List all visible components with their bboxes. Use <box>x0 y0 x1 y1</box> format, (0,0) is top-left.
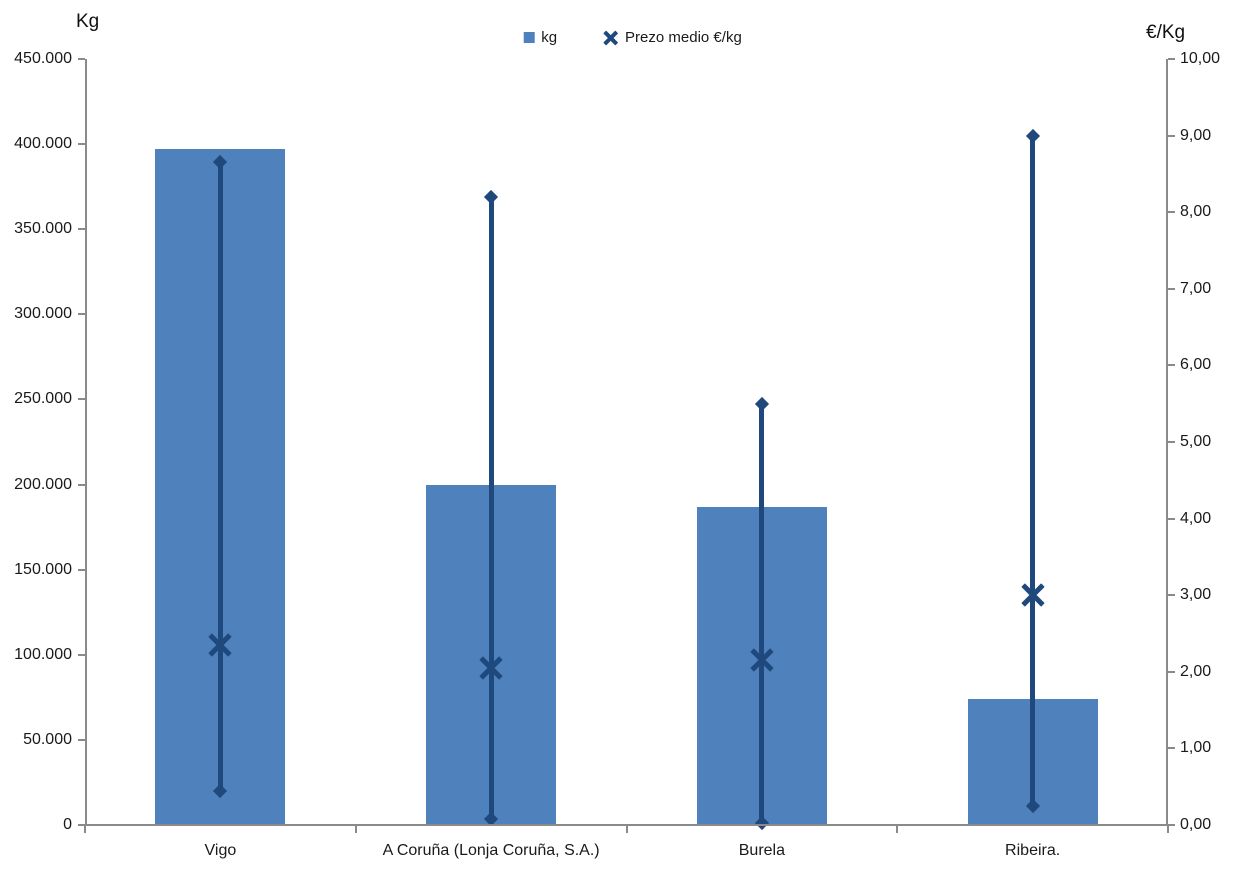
y-tick-label-left: 200.000 <box>14 475 72 493</box>
plot-area: 450.000 400.000 350.000 300.000 250.000 200.0… <box>14 50 1220 859</box>
y-tick-label-left: 300.000 <box>14 305 72 323</box>
x-category-label: A Coruña (Lonja Coruña, S.A.) <box>382 842 600 859</box>
y-tick-mark-right <box>1168 364 1175 367</box>
y-tick-label-left: 250.000 <box>14 390 72 408</box>
price-max-diamond <box>754 396 769 411</box>
price-max-diamond <box>484 189 499 204</box>
x-category-label: Vigo <box>204 842 237 859</box>
chart-legend: kg Prezo medio €/kg <box>523 29 742 46</box>
y-tick-mark-left <box>78 824 85 826</box>
y-tick-label-right: 4,00 <box>1180 509 1212 527</box>
y-tick-mark-right <box>1168 670 1175 673</box>
price-avg-x-marker <box>1020 583 1045 607</box>
y-tick-mark-right <box>1168 287 1175 290</box>
bar-swatch-icon <box>523 32 535 43</box>
y-tick-mark-right <box>1168 58 1175 60</box>
x-tick-mark <box>625 826 628 833</box>
price-range-line <box>217 162 223 791</box>
x-tick-mark <box>896 826 899 833</box>
y-tick-mark-left <box>78 398 85 401</box>
legend-item-kg: kg <box>523 29 557 46</box>
x-tick-mark <box>84 826 86 833</box>
y-tick-label-right: 1,00 <box>1180 739 1212 757</box>
y-tick-mark-right <box>1168 211 1175 214</box>
y-tick-mark-right <box>1168 517 1175 520</box>
y-tick-mark-right <box>1168 594 1175 597</box>
y-tick-mark-right <box>1168 134 1175 137</box>
y-tick-label-right: 3,00 <box>1180 586 1212 604</box>
y-tick-mark-left <box>78 228 85 231</box>
y-tick-label-right: 10,00 <box>1180 50 1221 67</box>
x-tick-mark <box>1167 826 1169 833</box>
price-avg-x-marker <box>479 656 503 680</box>
y-tick-mark-left <box>78 568 85 571</box>
y-tick-mark-right <box>1168 441 1175 443</box>
price-avg-x-marker <box>750 648 774 672</box>
x-category-label: Ribeira. <box>1005 842 1061 859</box>
y-tick-label-left: 450.000 <box>14 50 72 67</box>
y-tick-label-right: 5,00 <box>1180 433 1212 450</box>
y-tick-mark-left <box>78 313 85 316</box>
legend-label-kg: kg <box>541 29 558 46</box>
y-tick-mark-left <box>78 483 85 486</box>
y-tick-label-left: 0 <box>63 816 72 833</box>
legend-item-price: Prezo medio €/kg <box>603 29 742 46</box>
price-range-line <box>488 196 494 819</box>
price-range-line <box>759 403 765 824</box>
y-tick-label-left: 350.000 <box>14 220 72 238</box>
price-avg-x-marker <box>208 633 233 657</box>
x-axis-line <box>78 824 1175 826</box>
y-tick-label-right: 2,00 <box>1180 662 1212 680</box>
y-tick-label-left: 100.000 <box>14 645 72 663</box>
right-axis-line <box>1166 59 1168 825</box>
price-max-diamond <box>1025 128 1040 143</box>
y-tick-label-right: 7,00 <box>1180 279 1212 297</box>
y-tick-mark-left <box>78 143 85 146</box>
y-tick-label-left: 50.000 <box>23 730 72 748</box>
legend-label-price: Prezo medio €/kg <box>625 29 742 46</box>
y-tick-mark-left <box>78 653 85 656</box>
y-tick-label-right: 9,00 <box>1180 126 1212 144</box>
right-axis-title: €/Kg <box>1146 22 1186 43</box>
y-tick-label-right: 8,00 <box>1180 203 1212 221</box>
left-axis-title: Kg <box>76 11 100 32</box>
x-category-label: Burela <box>738 842 785 859</box>
y-tick-label-right: 0,00 <box>1180 816 1212 833</box>
y-tick-mark-left <box>78 58 85 60</box>
y-tick-label-left: 150.000 <box>14 560 72 578</box>
y-tick-mark-right <box>1168 747 1175 750</box>
x-tick-mark <box>354 826 357 833</box>
left-axis-line <box>85 59 87 825</box>
y-tick-mark-left <box>78 738 85 741</box>
x-marker-icon <box>603 30 618 45</box>
y-tick-mark-right <box>1168 824 1175 826</box>
y-tick-label-right: 6,00 <box>1180 356 1212 374</box>
y-tick-label-left: 400.000 <box>14 135 72 153</box>
price-range-line <box>1030 135 1036 806</box>
